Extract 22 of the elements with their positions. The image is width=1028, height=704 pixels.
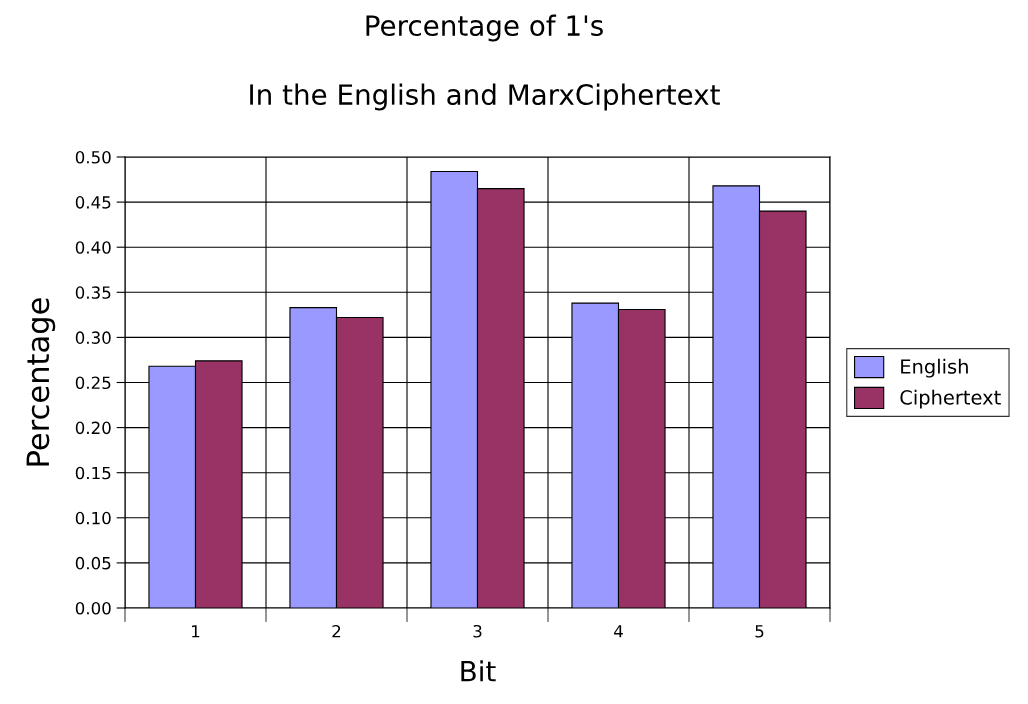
x-tick-label: 2	[332, 624, 341, 638]
legend-label: English	[901, 358, 968, 378]
x-tick-label: 5	[755, 625, 764, 638]
x-tick-label: 1	[192, 625, 200, 638]
y-tick-label: 0.40	[75, 241, 111, 254]
legend-label: Ciphertext	[900, 389, 1001, 409]
y-tick-label: 0.20	[75, 421, 111, 435]
y-tick-label: 0.35	[75, 286, 111, 299]
y-tick-label: 0.25	[75, 376, 111, 390]
x-axis-title: Bit	[461, 660, 496, 682]
chart-title: Percentage of 1's	[366, 14, 603, 42]
chart-subtitle: In the English and MarxCiphertext	[250, 83, 720, 111]
y-tick-label: 0.00	[75, 601, 111, 615]
y-tick-label: 0.05	[75, 556, 111, 570]
x-tick-label: 3	[473, 624, 482, 638]
y-tick-label: 0.10	[75, 511, 111, 525]
x-tick-label: 4	[614, 625, 623, 638]
y-tick-label: 0.15	[75, 466, 111, 480]
y-tick-label: 0.30	[75, 331, 111, 344]
y-axis-title: Percentage	[26, 298, 56, 466]
y-tick-label: 0.50	[75, 150, 111, 164]
y-tick-label: 0.45	[75, 196, 111, 209]
